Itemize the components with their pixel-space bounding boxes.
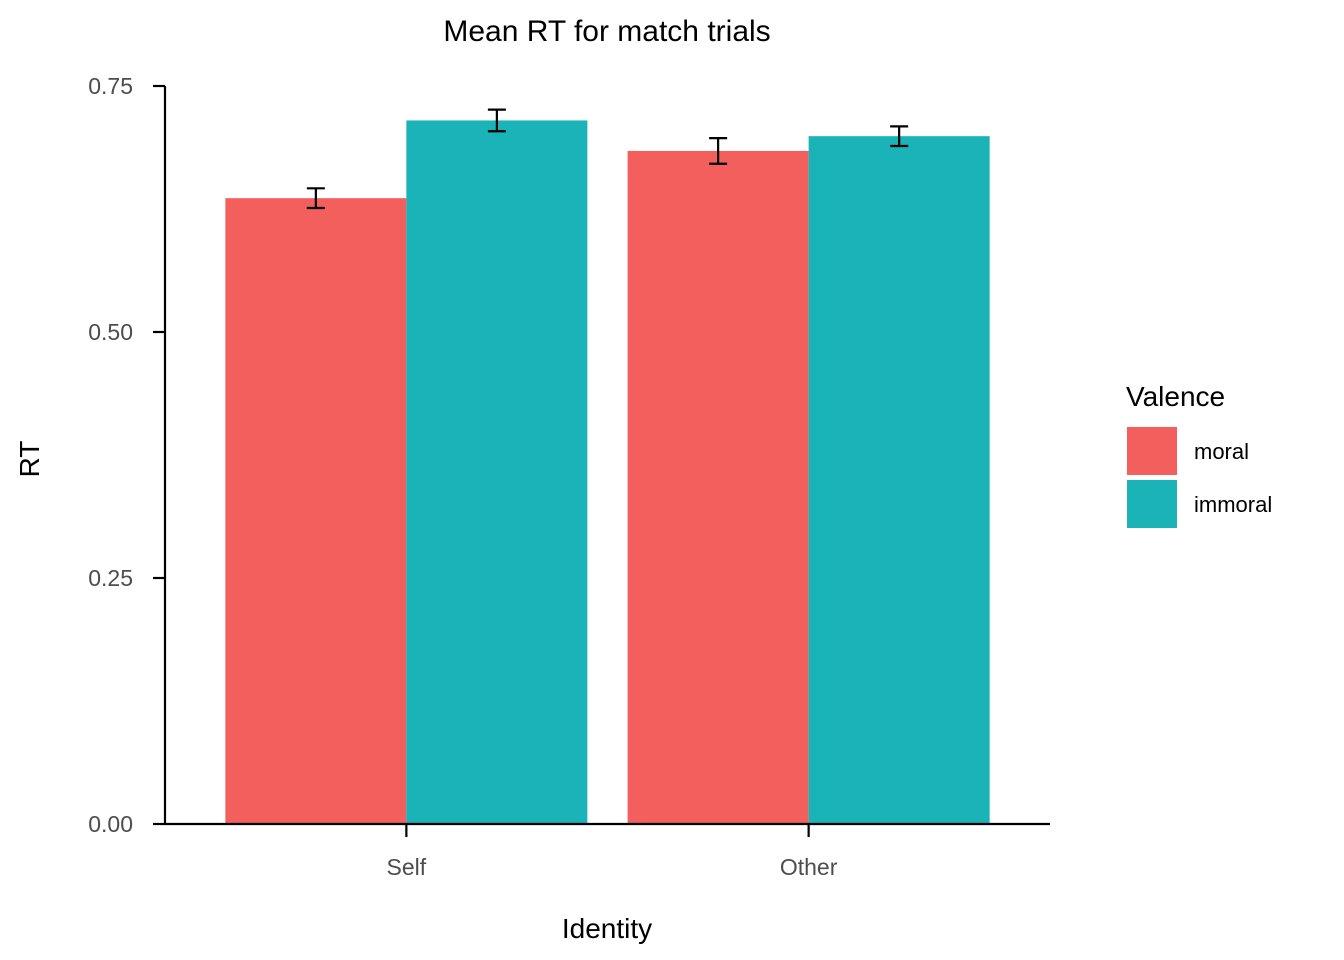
bar-moral-self bbox=[225, 198, 407, 824]
x-tick-label-other: Other bbox=[780, 854, 838, 880]
error-bar-moral-self bbox=[306, 187, 325, 210]
y-tick-label: 0.00 bbox=[88, 811, 133, 837]
legend-key-moral bbox=[1127, 427, 1177, 475]
bars-layer bbox=[225, 120, 990, 825]
y-tick-label: 0.50 bbox=[88, 319, 133, 345]
x-tick-label-self: Self bbox=[387, 854, 427, 880]
y-axis-title: RT bbox=[14, 441, 45, 478]
error-bar-immoral-self bbox=[487, 108, 506, 133]
bar-immoral-self bbox=[406, 120, 588, 824]
y-tick-label: 0.25 bbox=[88, 565, 133, 591]
bar-immoral-other bbox=[808, 136, 990, 824]
errorbars-layer bbox=[306, 108, 909, 210]
y-tick-label: 0.75 bbox=[88, 73, 133, 99]
legend-label-moral: moral bbox=[1194, 439, 1249, 464]
y-ticks: 0.00 0.25 0.50 0.75 bbox=[88, 73, 165, 837]
legend-title: Valence bbox=[1126, 381, 1225, 412]
legend: Valence moral immoral bbox=[1126, 381, 1272, 528]
x-ticks: Self Other bbox=[387, 824, 838, 880]
error-bar-moral-other bbox=[709, 137, 728, 165]
error-bar-immoral-other bbox=[890, 125, 909, 148]
x-axis-title: Identity bbox=[562, 913, 652, 944]
bar-moral-other bbox=[627, 150, 809, 825]
legend-label-immoral: immoral bbox=[1194, 492, 1272, 517]
chart-title: Mean RT for match trials bbox=[443, 15, 770, 48]
legend-key-immoral bbox=[1127, 480, 1177, 528]
